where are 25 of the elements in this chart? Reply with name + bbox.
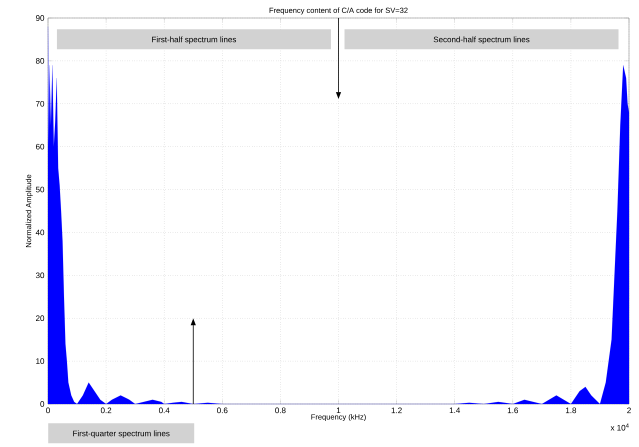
y-tick-label: 80 xyxy=(36,58,44,64)
x-tick-label: 0.6 xyxy=(217,408,228,414)
x-tick-label: 1 xyxy=(336,408,340,414)
annotation: Second-half spectrum lines xyxy=(434,36,530,44)
x-tick-label: 2 xyxy=(627,408,631,414)
y-tick-label: 70 xyxy=(36,100,44,107)
x-tick-label: 0.4 xyxy=(158,408,170,414)
x-tick-label: 1.2 xyxy=(392,408,402,414)
text: x 10$^{4}$ xyxy=(610,424,629,431)
y-tick-label: 40 xyxy=(36,230,44,236)
y-tick-label: 90 xyxy=(36,15,44,21)
x-tick-label: 1.4 xyxy=(450,408,460,414)
x-tick-label: 0 xyxy=(46,408,50,414)
y-tick-label: 30 xyxy=(36,272,44,278)
x-tick-label: 1.6 xyxy=(508,408,518,414)
y-tick-label: 0 xyxy=(40,401,44,407)
y-tick-label: 50 xyxy=(36,186,44,192)
y-tick-label: 20 xyxy=(36,315,44,322)
text: First-quarter spectrum lines xyxy=(73,430,170,438)
y-tick-label: 10 xyxy=(36,358,44,364)
annotation: First-half spectrum lines xyxy=(152,36,236,44)
x-tick-label: 0.8 xyxy=(275,408,286,414)
x-tick-label: 0.2 xyxy=(100,408,112,414)
x-tick-label: 1.8 xyxy=(566,408,576,414)
y-tick-label: 60 xyxy=(36,144,44,150)
